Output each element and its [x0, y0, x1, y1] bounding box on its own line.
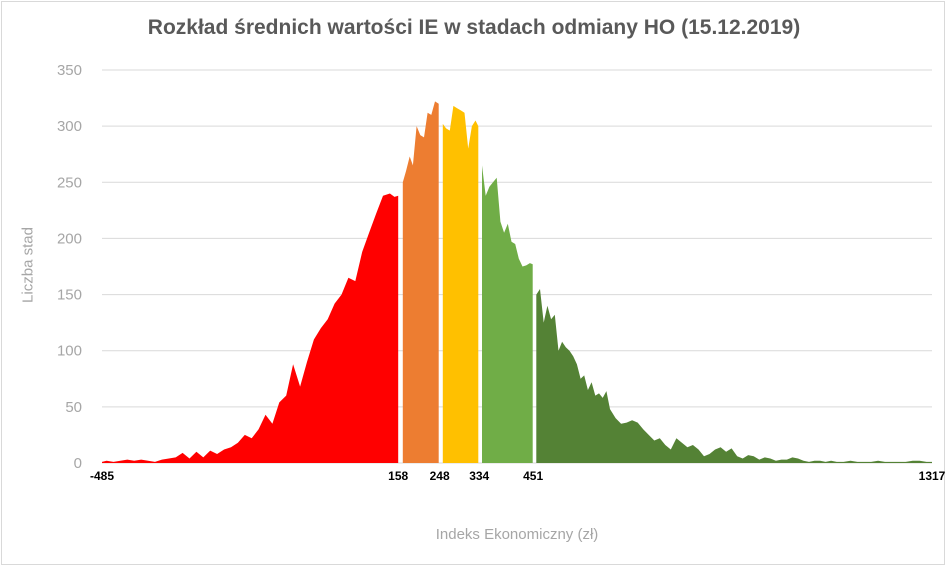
y-tick-label: 300 — [57, 118, 82, 135]
area-series — [102, 101, 932, 464]
y-tick-label: 0 — [74, 455, 82, 472]
y-tick-label: 50 — [65, 399, 82, 416]
area-segment-4 — [482, 165, 533, 463]
chart-title: Rozkład średnich wartości IE w stadach o… — [147, 16, 801, 39]
y-tick-label: 200 — [57, 230, 82, 247]
y-tick-label: 250 — [57, 174, 82, 191]
x-tick-label: 334 — [469, 469, 489, 483]
x-tick-label: -485 — [90, 469, 114, 483]
x-tick-label: 1317 — [919, 469, 946, 483]
area-segment-3 — [442, 105, 479, 464]
x-tick-labels: -485 158 248 334 451 1317 — [90, 469, 946, 483]
x-tick-label: 158 — [388, 469, 408, 483]
y-tick-label: 350 — [57, 62, 82, 79]
area-segment-5 — [536, 289, 932, 463]
x-tick-label: 248 — [430, 469, 450, 483]
area-segment-1 — [102, 193, 399, 463]
area-segment-2 — [402, 101, 439, 464]
y-tick-label: 100 — [57, 343, 82, 360]
y-tick-labels: 0 50 100 150 200 250 300 350 — [57, 62, 82, 472]
x-tick-label: 451 — [523, 469, 543, 483]
y-tick-label: 150 — [57, 287, 82, 304]
x-axis-label: Indeks Ekonomiczny (zł) — [435, 526, 599, 543]
